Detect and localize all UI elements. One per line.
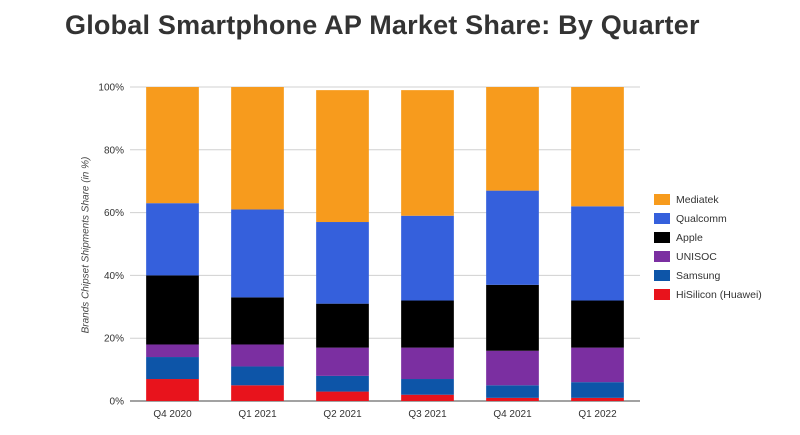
legend-item: Qualcomm	[654, 209, 762, 228]
bar-segment	[146, 344, 199, 358]
bar-segment	[316, 391, 369, 401]
bar-stack	[571, 87, 624, 401]
bar-segment	[486, 284, 539, 351]
bar-segment	[571, 382, 624, 398]
bar-segment	[146, 357, 199, 380]
bar-segment	[316, 375, 369, 392]
bar-segment	[146, 203, 199, 276]
bar-segment	[571, 87, 624, 207]
legend-swatch	[654, 232, 670, 243]
bar-segment	[231, 344, 284, 367]
legend-item: UNISOC	[654, 247, 762, 266]
bar-segment	[401, 394, 454, 401]
bar-segment	[486, 350, 539, 386]
bar-segment	[316, 90, 369, 223]
legend-label: HiSilicon (Huawei)	[676, 288, 762, 301]
x-tick-label: Q4 2020	[153, 409, 192, 420]
legend-swatch	[654, 194, 670, 205]
bar-segment	[146, 87, 199, 204]
bar-segment	[316, 347, 369, 376]
bar-segment	[401, 379, 454, 395]
bar-segment	[486, 385, 539, 398]
x-tick-label: Q1 2022	[578, 409, 617, 420]
bar-segment	[486, 397, 539, 401]
legend-swatch	[654, 289, 670, 300]
bar-stack	[486, 87, 539, 401]
bar-segment	[401, 90, 454, 216]
bar-segment	[231, 209, 284, 298]
bar-segment	[571, 300, 624, 348]
y-tick-label: 80%	[104, 145, 124, 156]
y-tick-label: 40%	[104, 271, 124, 282]
bar-segment	[146, 275, 199, 345]
x-tick-label: Q3 2021	[408, 409, 447, 420]
bar-segment	[231, 87, 284, 210]
legend-label: Apple	[676, 231, 703, 244]
legend-label: Samsung	[676, 269, 721, 282]
legend-item: HiSilicon (Huawei)	[654, 285, 762, 304]
x-tick-label: Q2 2021	[323, 409, 362, 420]
legend: Mediatek Qualcomm Apple UNISOC Samsung HiSili…	[654, 190, 762, 304]
bar-stack	[146, 87, 199, 401]
bar-stack	[231, 87, 284, 401]
bar-segment	[231, 366, 284, 386]
legend-label: UNISOC	[676, 250, 717, 263]
x-tick-label: Q4 2021	[493, 409, 532, 420]
bar-stacks	[146, 87, 624, 401]
bar-segment	[401, 215, 454, 301]
legend-swatch	[654, 213, 670, 224]
bar-segment	[316, 222, 369, 304]
y-tick-label: 0%	[110, 397, 125, 408]
legend-label: Qualcomm	[676, 212, 727, 225]
bar-segment	[486, 87, 539, 191]
gridlines	[130, 86, 640, 402]
y-tick-label: 20%	[104, 334, 124, 345]
y-tick-labels: 0% 20% 40% 60% 80% 100%	[98, 83, 124, 408]
x-tick-label: Q1 2021	[238, 409, 277, 420]
bar-segment	[486, 190, 539, 285]
legend-label: Mediatek	[676, 193, 719, 206]
bar-segment	[146, 379, 199, 401]
legend-item: Samsung	[654, 266, 762, 285]
legend-item: Mediatek	[654, 190, 762, 209]
chart-title: Global Smartphone AP Market Share: By Qu…	[65, 10, 700, 40]
legend-item: Apple	[654, 228, 762, 247]
legend-swatch	[654, 270, 670, 281]
bar-segment	[231, 297, 284, 345]
bar-segment	[401, 347, 454, 380]
y-tick-label: 60%	[104, 208, 124, 219]
bar-segment	[571, 397, 624, 401]
y-tick-label: 100%	[98, 83, 124, 94]
bar-segment	[571, 347, 624, 383]
bar-segment	[571, 206, 624, 301]
bar-segment	[231, 385, 284, 401]
bar-segment	[316, 303, 369, 348]
bar-stack	[316, 90, 369, 401]
x-tick-labels: Q4 2020 Q1 2021 Q2 2021 Q3 2021 Q4 2021 Q1 20…	[153, 409, 617, 420]
bar-stack	[401, 90, 454, 401]
bar-segment	[401, 300, 454, 348]
legend-swatch	[654, 251, 670, 262]
